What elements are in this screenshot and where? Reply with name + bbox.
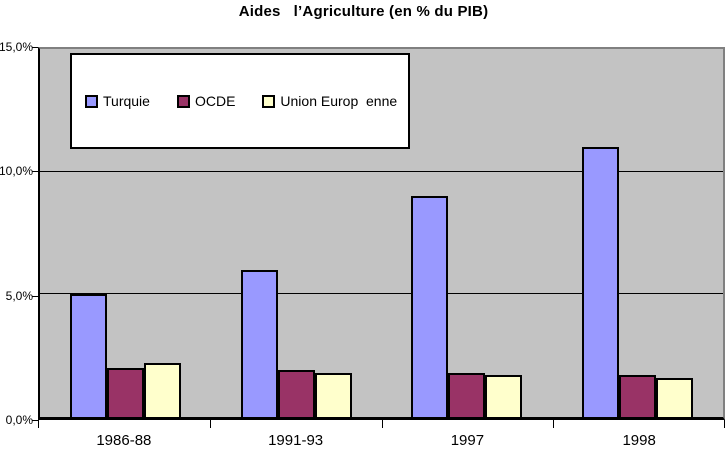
y-tick-label: 0,0% (5, 413, 33, 427)
bar (582, 147, 620, 417)
bar (69, 294, 107, 417)
x-category-label: 1998 (622, 432, 656, 449)
legend-swatch (85, 94, 98, 108)
y-axis: 0,0% 5,0% 10,0% 15,0% (0, 40, 38, 427)
y-tick-mark (32, 295, 38, 297)
bar (411, 196, 449, 417)
bar (143, 363, 181, 417)
bar (448, 373, 486, 417)
bar (240, 270, 278, 417)
x-category-label: 1997 (450, 432, 485, 449)
bar (656, 378, 694, 417)
x-tick-mark (210, 420, 211, 428)
legend-item: Turquie (85, 93, 150, 109)
x-tick-mark (553, 420, 554, 428)
x-axis: 1986-88 1991-93 1997 1998 (38, 420, 725, 452)
y-tick-mark (32, 171, 38, 173)
legend-item-label: Union Europ enne (280, 93, 398, 109)
chart-title: Aides l’Agriculture (en % du PIB) (238, 3, 489, 20)
gridline (40, 293, 723, 295)
x-category-label: 1986-88 (96, 432, 152, 449)
y-tick-label: 5,0% (5, 288, 33, 303)
legend-item-label: OCDE (194, 93, 236, 109)
gridline (40, 170, 723, 172)
legend-item: Union Europ enne (262, 93, 397, 109)
bar (277, 370, 315, 417)
legend-item-label: Turquie (103, 93, 150, 109)
y-tick-label: 15,0% (0, 40, 33, 54)
legend-item: OCDE (176, 93, 236, 109)
x-category-label: 1991-93 (268, 432, 324, 449)
x-tick-mark (724, 420, 725, 428)
legend-swatch (176, 94, 190, 108)
x-tick-mark (38, 420, 39, 428)
y-tick-mark (32, 47, 38, 48)
y-tick-label: 10,0% (0, 164, 33, 179)
bar (314, 373, 352, 417)
y-tick-mark (32, 420, 38, 421)
x-tick-mark (382, 420, 383, 428)
plot-area: Turquie OCDE Union Europ enne (38, 47, 725, 420)
bar (485, 375, 523, 417)
bar (619, 375, 657, 417)
legend-swatch (262, 94, 276, 108)
legend: Turquie OCDE Union Europ enne (70, 53, 410, 149)
bar (106, 368, 144, 417)
